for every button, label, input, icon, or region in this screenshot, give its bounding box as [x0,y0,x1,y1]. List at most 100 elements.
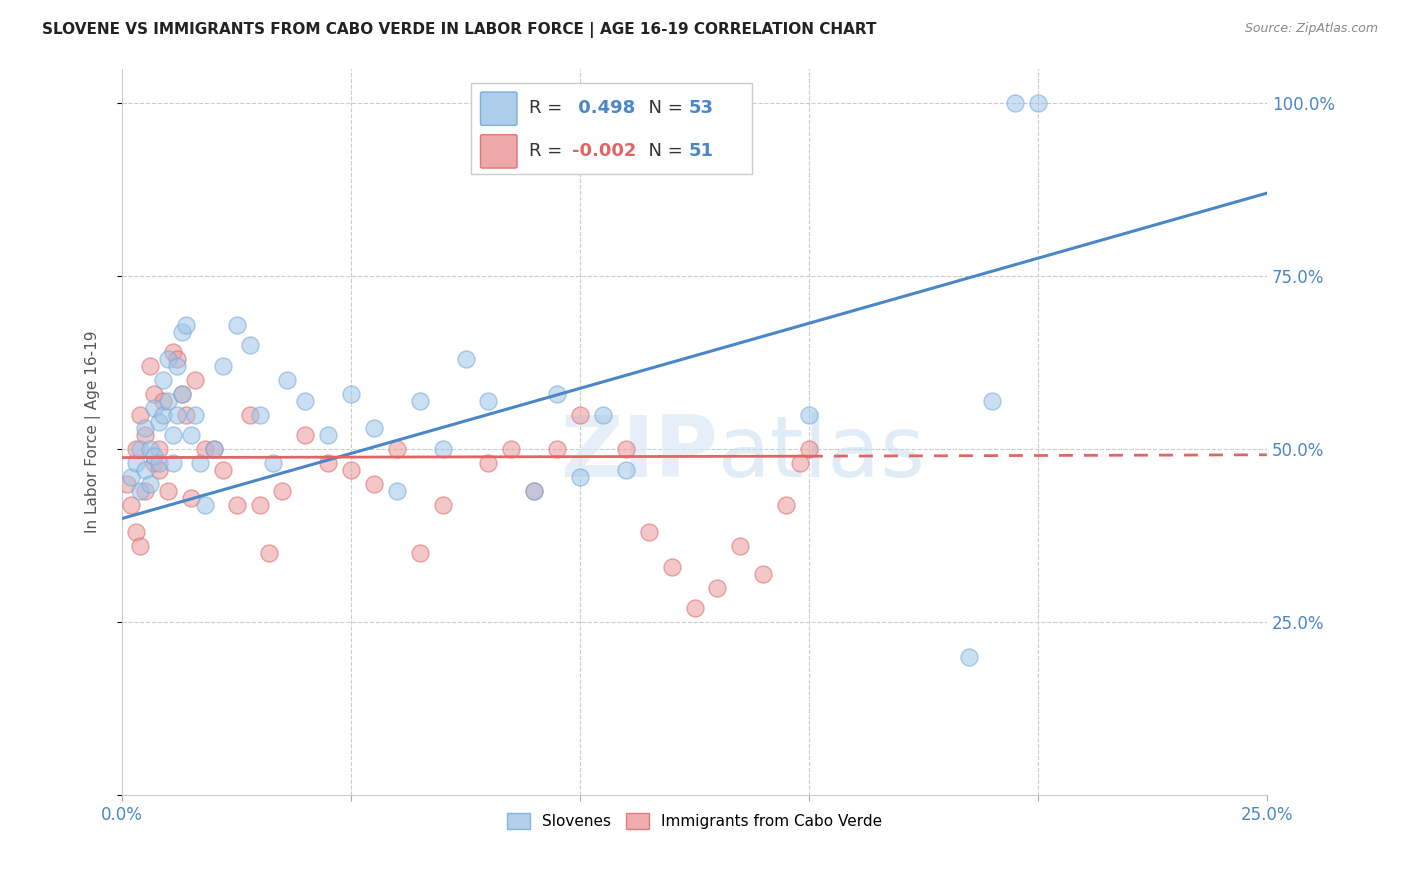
Point [170,325,193,339]
Point [752,566,775,581]
Point [115,476,138,491]
Point [143,387,166,401]
Point [523,483,546,498]
Text: atlas: atlas [717,412,925,495]
Point [174,408,197,422]
Point [170,387,193,401]
Point [166,408,188,422]
Point [129,442,152,457]
Point [143,449,166,463]
Point [239,408,262,422]
Point [129,408,152,422]
Point [340,387,363,401]
Text: SLOVENE VS IMMIGRANTS FROM CABO VERDE IN LABOR FORCE | AGE 16-19 CORRELATION CHA: SLOVENE VS IMMIGRANTS FROM CABO VERDE IN… [42,22,877,38]
Point [523,483,546,498]
Point [1004,96,1026,111]
Point [276,373,298,387]
Point [166,352,188,367]
Point [129,483,152,498]
Point [797,442,820,457]
Point [432,498,454,512]
Point [162,456,184,470]
Point [174,318,197,332]
Point [184,408,207,422]
Point [180,491,202,505]
Point [143,401,166,415]
Point [981,393,1004,408]
Point [316,428,339,442]
Point [134,421,156,435]
Point [138,359,160,374]
Point [148,442,170,457]
Point [454,352,477,367]
Text: N =: N = [637,142,689,161]
Point [120,470,142,484]
Point [789,456,811,470]
Point [957,649,980,664]
Point [340,463,363,477]
Point [271,483,294,498]
Point [188,456,211,470]
Y-axis label: In Labor Force | Age 16-19: In Labor Force | Age 16-19 [86,331,101,533]
Point [125,525,148,540]
Point [477,456,499,470]
Point [156,483,179,498]
Point [193,442,215,457]
FancyBboxPatch shape [471,83,752,174]
Point [409,393,432,408]
Point [569,408,592,422]
Point [546,387,568,401]
Point [546,442,568,457]
Point [156,393,179,408]
Point [225,318,247,332]
Point [239,338,262,352]
Point [212,463,235,477]
Point [152,408,174,422]
Text: 51: 51 [689,142,714,161]
Point [661,560,683,574]
Point [156,352,179,367]
Point [193,498,215,512]
Text: R =: R = [529,142,568,161]
Point [162,428,184,442]
Point [138,442,160,457]
Point [706,581,728,595]
Point [152,393,174,408]
Point [683,601,706,615]
Point [148,463,170,477]
Point [637,525,659,540]
Point [225,498,247,512]
Point [148,456,170,470]
Point [162,345,184,359]
Point [294,393,316,408]
Text: 53: 53 [689,100,714,118]
Point [614,463,637,477]
Text: R =: R = [529,100,568,118]
Point [294,428,316,442]
Point [166,359,188,374]
Point [775,498,797,512]
Point [134,483,156,498]
Point [363,476,385,491]
Point [125,456,148,470]
Point [129,539,152,553]
Point [134,463,156,477]
Text: N =: N = [637,100,689,118]
Point [797,408,820,422]
Point [152,373,174,387]
Text: -0.002: -0.002 [572,142,637,161]
Text: ZIP: ZIP [560,412,717,495]
Point [257,546,280,560]
Point [432,442,454,457]
Point [138,476,160,491]
Point [592,408,614,422]
Point [409,546,432,560]
Point [249,498,271,512]
Point [477,393,499,408]
Point [202,442,225,457]
Point [202,442,225,457]
Point [1026,96,1049,111]
Point [148,415,170,429]
FancyBboxPatch shape [481,135,517,168]
Point [262,456,284,470]
